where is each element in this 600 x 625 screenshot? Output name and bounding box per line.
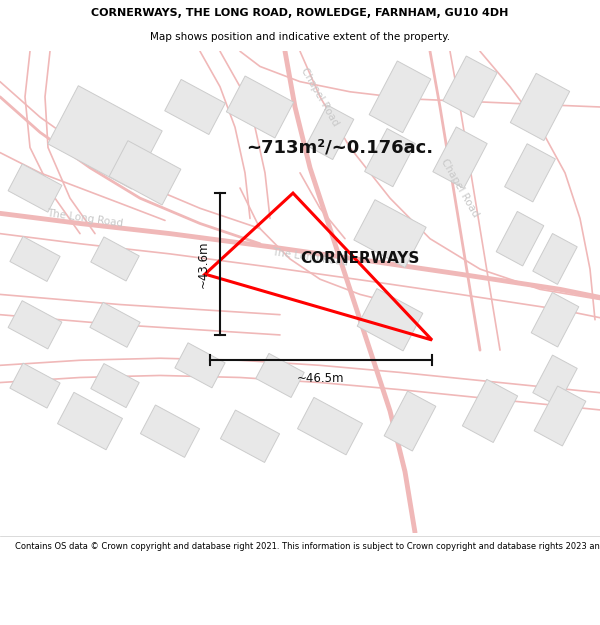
Text: CORNERWAYS: CORNERWAYS xyxy=(301,251,419,266)
Polygon shape xyxy=(226,76,293,138)
Polygon shape xyxy=(354,200,426,268)
Polygon shape xyxy=(533,355,577,406)
Polygon shape xyxy=(496,211,544,266)
Polygon shape xyxy=(8,301,62,349)
Polygon shape xyxy=(91,364,139,408)
Polygon shape xyxy=(511,73,569,141)
Polygon shape xyxy=(357,289,423,351)
Text: Chapel Road: Chapel Road xyxy=(299,66,341,128)
Text: ~46.5m: ~46.5m xyxy=(297,372,345,386)
Polygon shape xyxy=(463,379,518,442)
Text: Map shows position and indicative extent of the property.: Map shows position and indicative extent… xyxy=(150,32,450,42)
Polygon shape xyxy=(369,61,431,132)
Polygon shape xyxy=(433,127,487,188)
Polygon shape xyxy=(220,410,280,462)
Polygon shape xyxy=(443,56,497,118)
Polygon shape xyxy=(8,164,62,212)
Polygon shape xyxy=(48,86,162,189)
Polygon shape xyxy=(165,79,225,134)
Polygon shape xyxy=(10,236,60,281)
Text: Contains OS data © Crown copyright and database right 2021. This information is : Contains OS data © Crown copyright and d… xyxy=(15,542,600,551)
Polygon shape xyxy=(298,398,362,455)
Polygon shape xyxy=(91,237,139,281)
Polygon shape xyxy=(533,234,577,284)
Polygon shape xyxy=(256,353,304,398)
Polygon shape xyxy=(306,105,354,159)
Text: The Long Road: The Long Road xyxy=(271,247,349,268)
Polygon shape xyxy=(505,144,556,202)
Polygon shape xyxy=(140,405,200,458)
Text: CORNERWAYS, THE LONG ROAD, ROWLEDGE, FARNHAM, GU10 4DH: CORNERWAYS, THE LONG ROAD, ROWLEDGE, FAR… xyxy=(91,8,509,18)
Polygon shape xyxy=(365,129,415,187)
Polygon shape xyxy=(384,391,436,451)
Polygon shape xyxy=(109,141,181,205)
Polygon shape xyxy=(175,343,225,388)
Polygon shape xyxy=(90,302,140,348)
Polygon shape xyxy=(534,386,586,446)
Text: ~713m²/~0.176ac.: ~713m²/~0.176ac. xyxy=(247,139,434,156)
Text: ~43.6m: ~43.6m xyxy=(197,240,210,288)
Polygon shape xyxy=(10,363,60,408)
Text: Chapel Road: Chapel Road xyxy=(439,157,481,219)
Text: The Long Road: The Long Road xyxy=(46,208,124,229)
Polygon shape xyxy=(58,392,122,450)
Polygon shape xyxy=(531,292,579,347)
